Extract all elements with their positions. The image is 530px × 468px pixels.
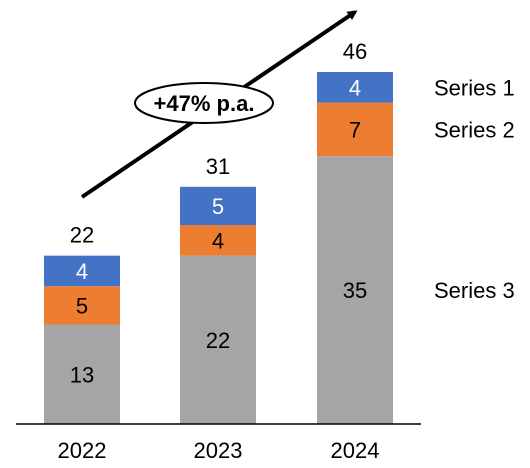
x-tick-label-2022: 2022 <box>58 438 107 463</box>
bar-segment-series-3-2022 <box>44 324 120 424</box>
bar-segment-series-1-2023 <box>180 186 256 226</box>
bar-segment-series-2-2022 <box>44 286 120 325</box>
legend: Series 3 Series 2 Series 1 <box>434 75 515 303</box>
labels-layer: 13 5 4 22 22 4 5 31 35 7 4 46 <box>70 39 367 387</box>
data-label-series-3-2023: 22 <box>206 328 230 353</box>
legend-item-series-1: Series 1 <box>434 75 515 100</box>
bar-segment-series-2-2023 <box>180 225 256 256</box>
data-label-series-3-2022: 13 <box>70 362 94 387</box>
total-label-2022: 22 <box>70 223 94 248</box>
growth-annotation-ellipse <box>134 82 274 124</box>
bar-segment-series-1-2024 <box>317 72 393 103</box>
data-label-series-2-2022: 5 <box>76 293 88 318</box>
total-label-2024: 46 <box>343 39 367 64</box>
data-label-series-3-2024: 35 <box>343 278 367 303</box>
x-tick-labels: 2022 2023 2024 <box>58 438 380 463</box>
data-label-series-2-2023: 4 <box>212 228 224 253</box>
legend-item-series-2: Series 2 <box>434 117 515 142</box>
data-label-series-2-2024: 7 <box>349 117 361 142</box>
total-label-2023: 31 <box>206 154 230 179</box>
bar-segment-series-3-2024 <box>317 156 393 424</box>
bar-segment-series-1-2022 <box>44 255 120 287</box>
data-label-series-1-2023: 5 <box>212 194 224 219</box>
growth-annotation-label: +47% p.a. <box>154 91 255 116</box>
bar-segment-series-3-2023 <box>180 255 256 424</box>
data-label-series-1-2024: 4 <box>349 75 361 100</box>
x-tick-label-2024: 2024 <box>331 438 380 463</box>
bar-segment-series-2-2024 <box>317 102 393 157</box>
data-label-series-1-2022: 4 <box>76 259 88 284</box>
x-tick-label-2023: 2023 <box>194 438 243 463</box>
legend-item-series-3: Series 3 <box>434 278 515 303</box>
bars-layer <box>44 72 393 424</box>
